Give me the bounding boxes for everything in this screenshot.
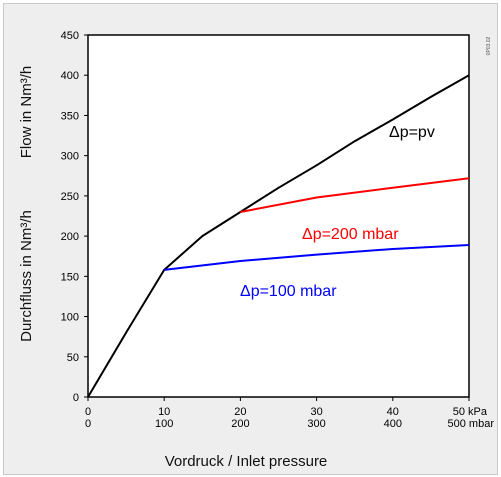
- y-tick-label: 100: [61, 312, 79, 324]
- y-tick-label: 350: [61, 110, 79, 122]
- x-tick-label-kpa: 40: [387, 406, 399, 418]
- chart-svg: 0501001502002503003504004500010100202003…: [18, 30, 495, 470]
- series-line-0: [87, 74, 470, 398]
- x-tick-label-mbar: 400: [384, 418, 402, 430]
- y-tick-label: 200: [61, 231, 79, 243]
- x-tick-label-kpa: 0: [85, 406, 91, 418]
- y-tick-label: 0: [73, 392, 79, 404]
- series-line-1: [240, 177, 470, 213]
- y-tick-label: 50: [67, 352, 79, 364]
- x-tick-label-kpa: 30: [310, 406, 322, 418]
- x-tick-label-mbar: 0: [85, 418, 91, 430]
- curve-label-0: Δp=pv: [389, 124, 435, 141]
- plot-frame: [87, 34, 470, 398]
- x-axis-title: Vordruck / Inlet pressure: [165, 453, 328, 470]
- tick-labels: 0501001502002503003504004500010100202003…: [61, 30, 495, 430]
- series-line-2: [164, 244, 470, 271]
- y-tick-label: 450: [61, 30, 79, 42]
- curve-label-2: Δp=100 mbar: [240, 283, 337, 300]
- curve-label-1: Δp=200 mbar: [302, 226, 399, 243]
- y-tick-label: 400: [61, 70, 79, 82]
- x-tick-label-mbar: 100: [155, 418, 173, 430]
- y-axis-title-de: Durchfluss in Nm³/h: [18, 210, 35, 342]
- x-tick-label-kpa: 10: [158, 406, 170, 418]
- y-axis-title-en: Flow in Nm³/h: [18, 66, 35, 159]
- x-tick-label-mbar: 300: [307, 418, 325, 430]
- plot-area: [88, 35, 469, 397]
- plot-border: [87, 34, 470, 398]
- x-tick-label-mbar: 500 mbar: [448, 418, 495, 430]
- curve-labels: Δp=pv Δp=200 mbar Δp=100 mbar: [240, 124, 435, 300]
- x-tick-label-kpa: 20: [234, 406, 246, 418]
- y-tick-label: 250: [61, 191, 79, 203]
- chart-figure: 0 50 100 150 200 250 300 350 400 450 0 0 10 100 20 200 3…: [3, 3, 498, 475]
- y-tick-label: 300: [61, 151, 79, 163]
- x-tick-label-mbar: 200: [231, 418, 249, 430]
- series-group: [87, 74, 470, 398]
- y-tick-label: 150: [61, 271, 79, 283]
- figure-code: 0P03.02: [486, 36, 492, 55]
- x-tick-label-kpa: 50 kPa: [453, 406, 488, 418]
